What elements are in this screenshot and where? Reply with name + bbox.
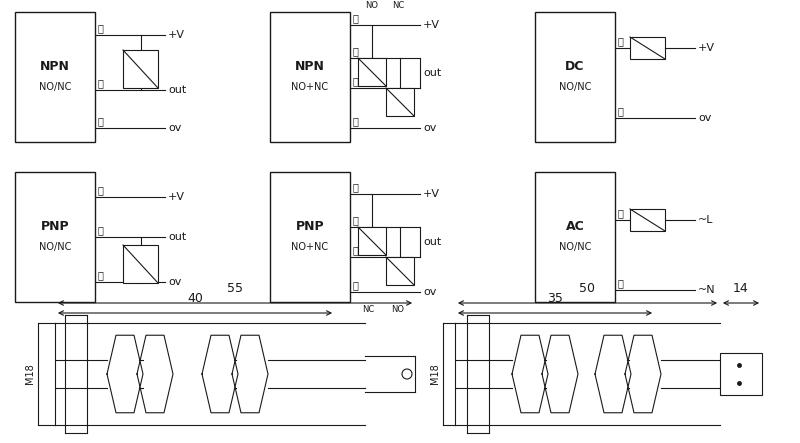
Text: ~L: ~L xyxy=(698,215,714,225)
Text: +V: +V xyxy=(423,20,440,30)
Text: NO/NC: NO/NC xyxy=(39,82,71,93)
Text: ~N: ~N xyxy=(698,285,716,295)
Bar xyxy=(15,172,95,302)
Text: out: out xyxy=(423,68,442,78)
Text: 白: 白 xyxy=(353,245,359,255)
Text: NO: NO xyxy=(391,305,405,314)
Text: M18: M18 xyxy=(25,364,35,385)
Text: +V: +V xyxy=(168,192,185,202)
Text: NO/NC: NO/NC xyxy=(559,82,591,93)
Bar xyxy=(15,12,95,142)
Text: +V: +V xyxy=(698,43,715,53)
Text: ov: ov xyxy=(698,113,711,123)
Text: NC: NC xyxy=(392,1,404,10)
Text: NO: NO xyxy=(366,1,378,10)
Text: 棕: 棕 xyxy=(353,182,359,192)
Bar xyxy=(535,12,615,142)
Text: ov: ov xyxy=(423,287,436,297)
Bar xyxy=(358,227,386,255)
Text: 40: 40 xyxy=(187,292,203,305)
Text: NO+NC: NO+NC xyxy=(291,242,329,253)
Bar xyxy=(123,50,158,88)
Text: ov: ov xyxy=(423,123,436,133)
Bar xyxy=(630,209,665,231)
Text: 白: 白 xyxy=(353,76,359,86)
Text: 棕: 棕 xyxy=(618,208,624,218)
Text: NO/NC: NO/NC xyxy=(39,242,71,253)
Bar xyxy=(720,353,762,396)
Text: NO/NC: NO/NC xyxy=(559,242,591,253)
Text: NPN: NPN xyxy=(40,60,70,73)
Bar xyxy=(535,172,615,302)
Text: 黑: 黑 xyxy=(98,225,104,235)
Text: 50: 50 xyxy=(579,282,595,295)
Bar xyxy=(358,58,386,86)
Text: PNP: PNP xyxy=(296,220,324,233)
Text: out: out xyxy=(423,237,442,247)
Text: 棕: 棕 xyxy=(618,36,624,46)
Text: 棕: 棕 xyxy=(353,13,359,23)
Text: 14: 14 xyxy=(733,282,749,295)
Text: PNP: PNP xyxy=(41,220,70,233)
Text: NO+NC: NO+NC xyxy=(291,82,329,93)
Text: out: out xyxy=(168,85,186,95)
Text: 蓝: 蓝 xyxy=(618,106,624,116)
Bar xyxy=(386,88,414,116)
Text: +V: +V xyxy=(168,30,185,40)
Text: 蓝: 蓝 xyxy=(98,270,104,280)
Text: 55: 55 xyxy=(227,282,243,295)
Text: 棕: 棕 xyxy=(98,23,104,33)
Bar xyxy=(123,245,158,283)
Text: M18: M18 xyxy=(430,364,440,385)
Text: 蓝: 蓝 xyxy=(618,278,624,288)
Bar xyxy=(630,37,665,59)
Text: 蓝: 蓝 xyxy=(353,280,359,290)
Text: ov: ov xyxy=(168,277,182,287)
Text: 黑: 黑 xyxy=(353,46,359,56)
Text: ov: ov xyxy=(168,123,182,133)
Bar xyxy=(270,12,350,142)
Text: out: out xyxy=(168,232,186,242)
Text: NC: NC xyxy=(362,305,374,314)
Text: NPN: NPN xyxy=(295,60,325,73)
Circle shape xyxy=(402,369,412,379)
Bar xyxy=(270,172,350,302)
Bar xyxy=(386,257,414,285)
Text: DC: DC xyxy=(566,60,585,73)
Text: +V: +V xyxy=(423,189,440,199)
Text: 蓝: 蓝 xyxy=(98,116,104,126)
Text: 黑: 黑 xyxy=(353,215,359,225)
Text: 棕: 棕 xyxy=(98,185,104,195)
Text: 黑: 黑 xyxy=(98,78,104,88)
Text: AC: AC xyxy=(566,220,584,233)
Text: 蓝: 蓝 xyxy=(353,116,359,126)
Text: 35: 35 xyxy=(547,292,563,305)
